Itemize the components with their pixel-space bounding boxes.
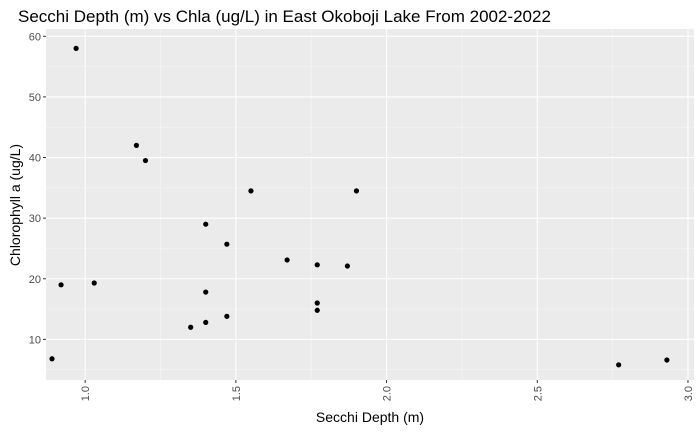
data-point — [314, 307, 320, 313]
grid-major-y — [46, 35, 694, 340]
plot-panel — [46, 29, 694, 380]
y-axis-title: Chlorophyll a (ug/L) — [7, 144, 23, 266]
x-tick-label: 1.5 — [231, 386, 243, 401]
data-point — [142, 157, 149, 164]
data-point — [91, 280, 97, 286]
y-axis-ticks: 10 20 30 40 50 60 — [29, 31, 46, 346]
data-point — [203, 319, 209, 326]
data-point — [284, 257, 290, 263]
y-tick-label: 50 — [29, 92, 41, 104]
x-axis-title: Secchi Depth (m) — [316, 409, 424, 425]
chart-title: Secchi Depth (m) vs Chla (ug/L) in East … — [18, 7, 551, 26]
y-tick-label: 10 — [29, 334, 41, 346]
y-tick-label: 60 — [29, 31, 41, 43]
data-point — [188, 324, 194, 330]
data-point — [344, 263, 350, 269]
x-axis-ticks: 1.0 1.5 2.0 2.5 3.0 — [80, 380, 695, 401]
x-tick-label: 1.0 — [80, 386, 92, 401]
y-tick-label: 30 — [29, 213, 41, 225]
x-tick-label: 3.0 — [683, 386, 695, 401]
data-point — [133, 142, 140, 148]
data-point — [203, 221, 209, 227]
data-point — [616, 362, 622, 368]
data-point — [203, 289, 209, 295]
data-point — [314, 262, 320, 268]
grid-minor-x — [160, 29, 613, 380]
data-point — [248, 188, 254, 194]
grid-major-x — [84, 29, 689, 380]
x-tick-label: 2.0 — [382, 386, 394, 401]
y-tick-label: 40 — [29, 153, 41, 165]
data-points — [49, 45, 670, 368]
data-point — [49, 356, 55, 362]
data-point — [224, 241, 230, 247]
x-tick-label: 2.5 — [532, 386, 544, 401]
data-point — [58, 282, 64, 288]
data-point — [664, 357, 670, 363]
data-point — [73, 45, 79, 51]
y-tick-label: 20 — [29, 274, 41, 286]
grid-minor-y — [46, 66, 694, 370]
data-point — [224, 313, 230, 319]
data-point — [314, 300, 320, 306]
data-point — [353, 188, 360, 194]
